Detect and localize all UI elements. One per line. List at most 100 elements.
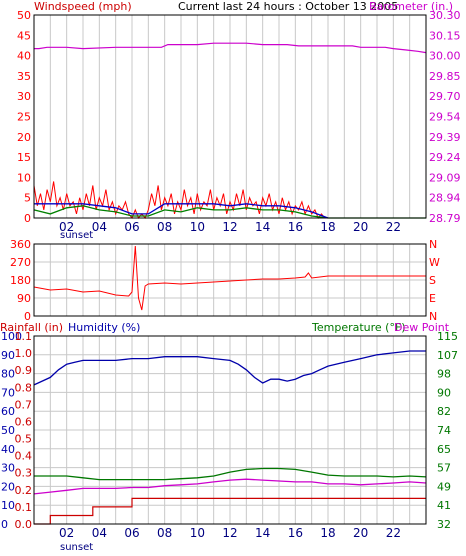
- sunset-label-bottom: sunset: [60, 542, 93, 552]
- rainfall-ytick-label: 1.1: [15, 330, 33, 343]
- wind-xtick-label: 16: [288, 220, 303, 234]
- compass-ytick-label: N: [429, 310, 437, 323]
- humidity-ytick-label: 40: [1, 443, 15, 456]
- rainfall-ytick-label: 1.0: [15, 347, 33, 360]
- humidity-xtick-label: 10: [190, 526, 205, 540]
- humidity-ytick-label: 20: [1, 480, 15, 493]
- direction-ytick-label: 270: [10, 256, 31, 269]
- wind-ytick-label: 40: [17, 50, 31, 63]
- temperature-ytick-label: 115: [437, 330, 458, 343]
- rainfall-ytick-label: 0.1: [15, 501, 33, 514]
- humidity-xtick-label: 02: [59, 526, 74, 540]
- temperature-ytick-label: 65: [437, 443, 451, 456]
- barometer-ytick-label: 29.24: [429, 151, 461, 164]
- temperature-ytick-label: 107: [437, 349, 458, 362]
- humidity-xtick-label: 18: [320, 526, 335, 540]
- temperature-axis-label: Temperature (°F): [311, 321, 406, 334]
- barometer-ytick-label: 30.15: [429, 29, 461, 42]
- temperature-ytick-label: 98: [437, 368, 451, 381]
- rainfall-ytick-label: 0.8: [15, 381, 33, 394]
- temperature-ytick-label: 41: [437, 499, 451, 512]
- wind-xtick-label: 10: [190, 220, 205, 234]
- wind-ytick-label: 20: [17, 131, 31, 144]
- compass-ytick-label: E: [429, 292, 436, 305]
- humidity-xtick-label: 16: [288, 526, 303, 540]
- direction-ytick-label: 0: [24, 310, 31, 323]
- temperature-ytick-label: 32: [437, 518, 451, 531]
- barometer-ytick-label: 30.30: [429, 9, 461, 22]
- barometer-ytick-label: 29.09: [429, 171, 461, 184]
- humidity-xtick-label: 06: [124, 526, 139, 540]
- wind-ytick-label: 25: [17, 111, 31, 124]
- rainfall-ytick-label: 0.7: [15, 398, 33, 411]
- wind-xtick-label: 06: [124, 220, 139, 234]
- rainfall-line: [34, 497, 426, 525]
- temperature-ytick-label: 82: [437, 405, 451, 418]
- wind-xtick-label: 18: [320, 220, 335, 234]
- barometer-line: [34, 42, 427, 54]
- wind-ytick-label: 45: [17, 29, 31, 42]
- wind-xtick-label: 14: [255, 220, 270, 234]
- humidity-ytick-label: 30: [1, 462, 15, 475]
- dewpoint-line: [33, 478, 427, 495]
- wind-xtick-label: 02: [59, 220, 74, 234]
- barometer-ytick-label: 29.85: [429, 70, 461, 83]
- temperature-ytick-label: 57: [437, 462, 451, 475]
- rainfall-ytick-label: 0.4: [15, 450, 33, 463]
- humidity-xtick-label: 14: [255, 526, 270, 540]
- rainfall-ytick-label: 0.5: [15, 433, 33, 446]
- humidity-ytick-label: 60: [1, 405, 15, 418]
- humidity-panel-frame: [33, 335, 427, 525]
- wind-ytick-label: 0: [24, 212, 31, 225]
- rainfall-axis-label: Rainfall (in): [0, 321, 63, 334]
- humidity-ytick-label: 70: [1, 386, 15, 399]
- humidity-ytick-label: 10: [1, 499, 15, 512]
- rainfall-ytick-label: 0.6: [15, 415, 33, 428]
- compass-ytick-label: S: [429, 274, 436, 287]
- barometer-axis-label: Barometer (in.): [369, 0, 453, 13]
- compass-ytick-label: W: [429, 256, 440, 269]
- temperature-line: [34, 467, 427, 481]
- wind-blue-line: [34, 203, 329, 219]
- dewpoint-axis-label: Dew Point: [394, 321, 450, 334]
- wind-ytick-label: 50: [17, 9, 31, 22]
- humidity-xtick-label: 22: [386, 526, 401, 540]
- temperature-ytick-label: 49: [437, 480, 451, 493]
- humidity-xtick-label: 12: [222, 526, 237, 540]
- wind-panel-frame: [33, 14, 427, 219]
- wind-xtick-label: 22: [386, 220, 401, 234]
- rainfall-ytick-label: 0.9: [15, 364, 33, 377]
- humidity-xtick-label: 20: [353, 526, 368, 540]
- wind-direction-line: [33, 245, 426, 311]
- wind-ytick-label: 35: [17, 70, 31, 83]
- direction-ytick-label: 360: [10, 238, 31, 251]
- barometer-ytick-label: 29.54: [429, 111, 461, 124]
- wind-ytick-label: 10: [17, 171, 31, 184]
- humidity-ytick-label: 100: [1, 330, 22, 343]
- barometer-ytick-label: 30.00: [429, 50, 461, 63]
- humidity-ytick-label: 0: [1, 518, 8, 531]
- direction-ytick-label: 90: [17, 292, 31, 305]
- rainfall-ytick-label: 0.2: [15, 484, 33, 497]
- humidity-ytick-label: 80: [1, 368, 15, 381]
- rainfall-ytick-label: 0.0: [15, 518, 33, 531]
- windspeed-axis-label: Windspeed (mph): [34, 0, 132, 13]
- chart-title: Current last 24 hours : October 13 2005: [178, 0, 398, 13]
- humidity-axis-label: Humidity (%): [68, 321, 140, 334]
- barometer-ytick-label: 28.79: [429, 212, 461, 225]
- sunset-label-top: sunset: [60, 230, 93, 241]
- wind-xtick-label: 04: [92, 220, 107, 234]
- direction-panel-frame: [33, 243, 427, 317]
- temperature-ytick-label: 90: [437, 386, 451, 399]
- humidity-ytick-label: 90: [1, 349, 15, 362]
- wind-ytick-label: 15: [17, 151, 31, 164]
- humidity-xtick-label: 08: [157, 526, 172, 540]
- humidity-xtick-label: 04: [92, 526, 107, 540]
- humidity-line: [33, 350, 426, 386]
- wind-xtick-label: 12: [222, 220, 237, 234]
- wind-xtick-label: 20: [353, 220, 368, 234]
- windspeed-line: [33, 181, 328, 219]
- wind-green-line: [33, 205, 426, 219]
